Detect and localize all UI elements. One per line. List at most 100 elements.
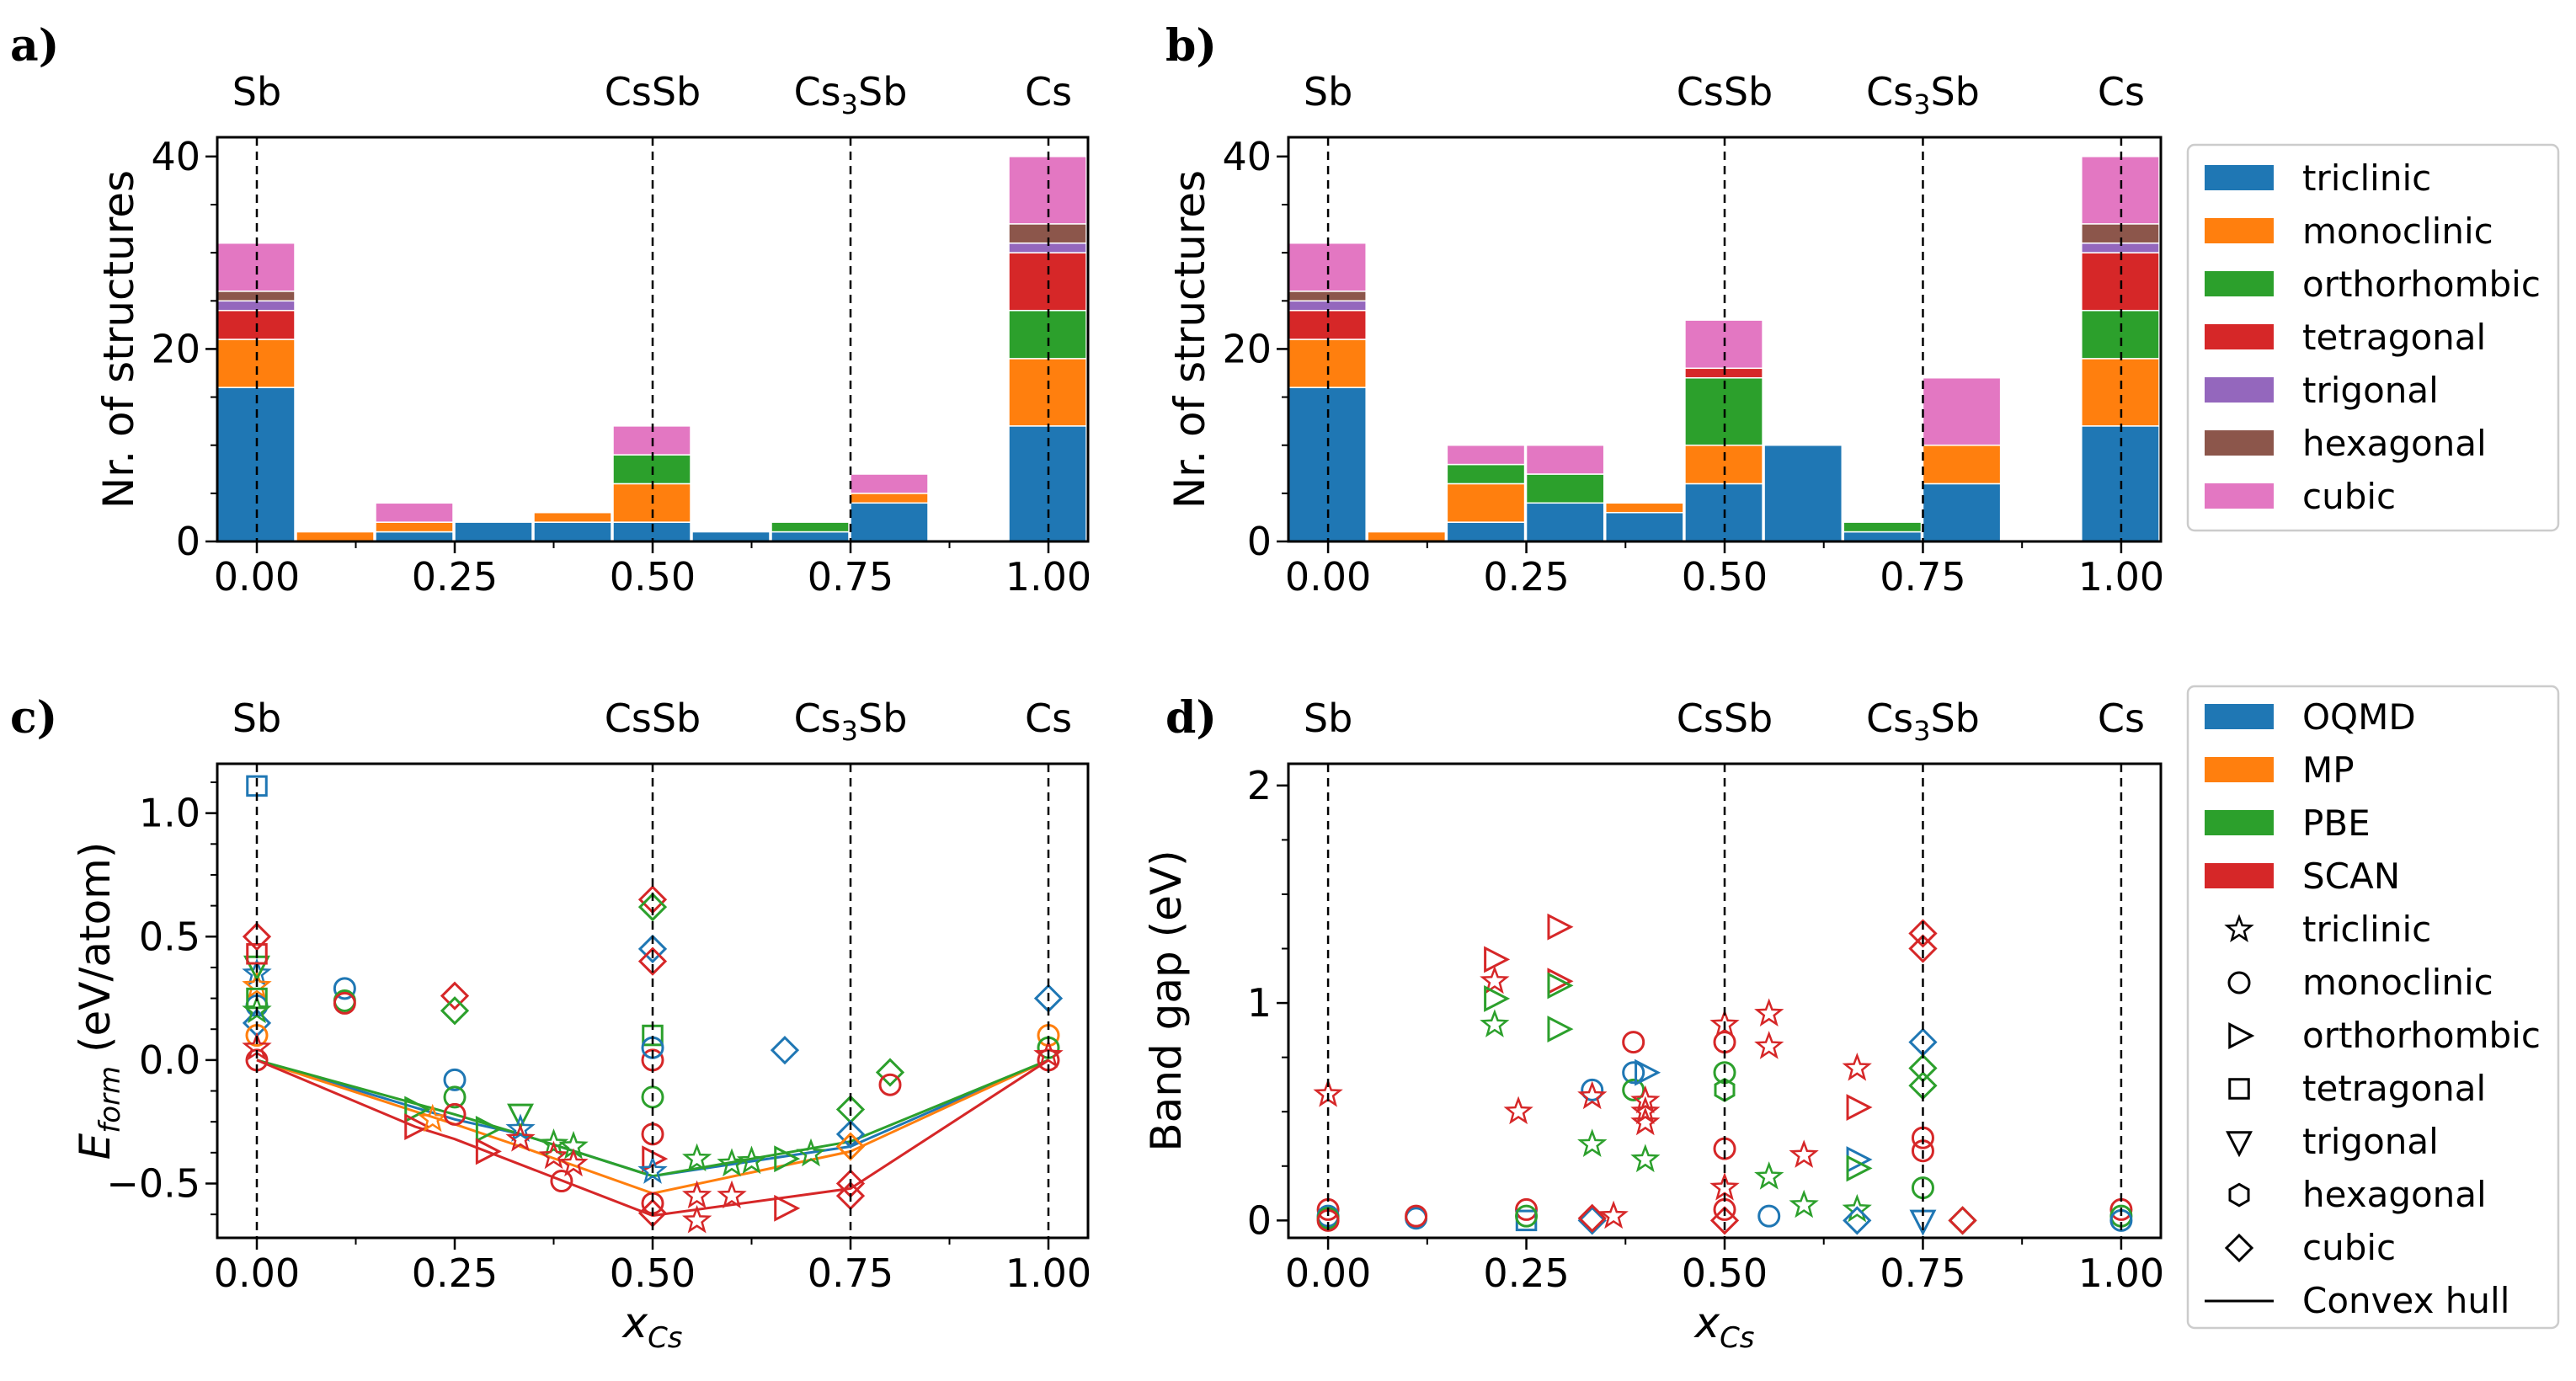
compound-label: Sb bbox=[232, 696, 281, 741]
point-OQMD-diamond bbox=[835, 1119, 866, 1149]
panel-b: b) Nr. of structures Sb CsSb Cs3Sb Cs 0.00 0.25… bbox=[1165, 20, 2164, 600]
legend-label-OQMD: OQMD bbox=[2302, 696, 2416, 738]
point-OQMD-diamond bbox=[1577, 1206, 1607, 1235]
bar-monoclinic bbox=[296, 531, 375, 542]
point-SCAN-star bbox=[1709, 1172, 1740, 1201]
bar-cubic bbox=[1446, 444, 1526, 466]
x-tick-label: 0.00 bbox=[1285, 1250, 1371, 1296]
bar-cubic bbox=[1525, 444, 1605, 475]
point-SCAN-triangle-right bbox=[1484, 946, 1511, 973]
x-tick-label: 0.00 bbox=[1285, 554, 1371, 600]
point-OQMD-diamond bbox=[637, 934, 668, 964]
compound-label: Sb bbox=[1304, 696, 1352, 741]
hull-SCAN bbox=[256, 1058, 1049, 1218]
bar-orthorhombic bbox=[1525, 473, 1605, 504]
compound-label: CsSb bbox=[1677, 69, 1773, 115]
point-SCAN-star bbox=[1789, 1139, 1819, 1168]
point-SCAN-star bbox=[682, 1180, 712, 1209]
x-tick-label: 0.50 bbox=[1682, 1250, 1768, 1296]
bar-orthorhombic bbox=[771, 521, 850, 533]
legend-label-orthorhombic: orthorhombic bbox=[2302, 1015, 2541, 1056]
y-axis-label-suffix: (eV/atom) bbox=[71, 842, 120, 1066]
y-tick-label: 0.0 bbox=[139, 1037, 200, 1083]
point-SCAN-circle bbox=[1515, 1197, 1539, 1221]
compound-subscript: 3 bbox=[841, 715, 858, 747]
x-axis-label: xCs bbox=[1693, 1298, 1754, 1355]
bar-cubic bbox=[375, 502, 454, 523]
y-tick-label: 0 bbox=[1247, 519, 1272, 564]
point-PBE-triangle-right bbox=[404, 1096, 431, 1123]
point-SCAN-star bbox=[1754, 998, 1784, 1026]
compound-suffix: Sb bbox=[858, 696, 907, 741]
bar-triclinic bbox=[454, 521, 533, 542]
compound-suffix: Sb bbox=[1930, 69, 1979, 115]
bar-triclinic bbox=[1843, 531, 1923, 542]
point-PBE-triangle-right bbox=[1484, 984, 1511, 1012]
point-SCAN-star bbox=[1630, 1085, 1661, 1114]
point-SCAN-diamond bbox=[1948, 1206, 1977, 1235]
point-OQMD-diamond bbox=[1843, 1206, 1872, 1235]
y-axis-label: Eform (eV/atom) bbox=[71, 842, 127, 1160]
point-SCAN-circle bbox=[333, 991, 356, 1015]
bar-monoclinic bbox=[1922, 444, 2002, 485]
bar-orthorhombic bbox=[1843, 521, 1923, 533]
point-SCAN-star bbox=[505, 1123, 536, 1152]
point-SCAN-diamond bbox=[242, 922, 272, 952]
legend-label-SCAN: SCAN bbox=[2302, 856, 2400, 897]
compound-subscript: 3 bbox=[1913, 715, 1930, 747]
point-OQMD-diamond bbox=[770, 1036, 800, 1065]
bar-orthorhombic bbox=[1008, 309, 1087, 360]
compound-subscript: 3 bbox=[1913, 88, 1930, 120]
point-SCAN-square bbox=[246, 943, 268, 965]
compound-suffix: Sb bbox=[1930, 696, 1979, 741]
bar-cubic bbox=[850, 473, 929, 494]
point-PBE-star bbox=[1754, 1161, 1784, 1190]
triangle-down-icon bbox=[2226, 1131, 2253, 1158]
star-icon bbox=[2224, 914, 2254, 942]
point-PBE-diamond bbox=[637, 892, 668, 922]
x-tick-label: 0.00 bbox=[214, 1250, 300, 1296]
point-PBE-triangle-right bbox=[1547, 1016, 1574, 1043]
y-tick-label: 0 bbox=[1247, 1197, 1272, 1243]
x-axis-label-sub: Cs bbox=[648, 1321, 682, 1355]
legend-swatch-OQMD bbox=[2205, 704, 2274, 729]
legend-swatch-PBE bbox=[2205, 810, 2274, 835]
point-SCAN-circle bbox=[443, 1102, 467, 1126]
compound-label: Sb bbox=[1304, 69, 1352, 115]
point-SCAN-diamond bbox=[440, 981, 470, 1010]
point-MP-star bbox=[417, 1103, 448, 1133]
bar-triclinic bbox=[1446, 521, 1526, 542]
point-PBE-star bbox=[1789, 1189, 1819, 1218]
x-tick-label: 1.00 bbox=[1005, 1250, 1091, 1296]
point-OQMD-triangle-right bbox=[1635, 1058, 1661, 1086]
bar-monoclinic bbox=[533, 511, 612, 523]
point-OQMD-circle bbox=[443, 1068, 467, 1091]
point-PBE-star bbox=[242, 994, 272, 1024]
legend-label-MP: MP bbox=[2302, 749, 2355, 791]
legend-swatch-monoclinic bbox=[2205, 218, 2274, 243]
point-SCAN-triangle-right bbox=[1846, 1094, 1873, 1122]
x-tick-label: 0.25 bbox=[412, 554, 498, 600]
legend-swatch-tetragonal bbox=[2205, 324, 2274, 349]
y-axis-label: Nr. of structures bbox=[1165, 170, 1214, 509]
point-SCAN-diamond bbox=[1709, 1206, 1740, 1235]
x-tick-label: 0.25 bbox=[412, 1250, 498, 1296]
x-tick-label: 0.75 bbox=[808, 554, 893, 600]
y-tick-label: 1.0 bbox=[139, 791, 200, 836]
point-SCAN-star bbox=[558, 1148, 589, 1177]
bar-triclinic bbox=[850, 502, 929, 542]
legend-label-monoclinic: monoclinic bbox=[2302, 211, 2493, 252]
legend-label-trigonal: trigonal bbox=[2302, 1121, 2439, 1162]
y-tick-label: 40 bbox=[1222, 134, 1272, 179]
y-tick-label: 2 bbox=[1247, 763, 1272, 808]
bar-triclinic bbox=[1922, 483, 2002, 542]
point-SCAN-star bbox=[1754, 1031, 1784, 1059]
point-OQMD-circle bbox=[1581, 1078, 1604, 1101]
point-PBE-circle bbox=[443, 1085, 467, 1109]
point-PBE-star bbox=[1630, 1144, 1661, 1173]
compound-label: CsSb bbox=[1677, 696, 1773, 741]
legend-sources-markers: OQMD MP PBE SCAN triclinic monoclinic orthorho… bbox=[2186, 685, 2560, 1330]
bar-monoclinic bbox=[1684, 444, 1763, 485]
compound-suffix: Sb bbox=[858, 69, 907, 115]
